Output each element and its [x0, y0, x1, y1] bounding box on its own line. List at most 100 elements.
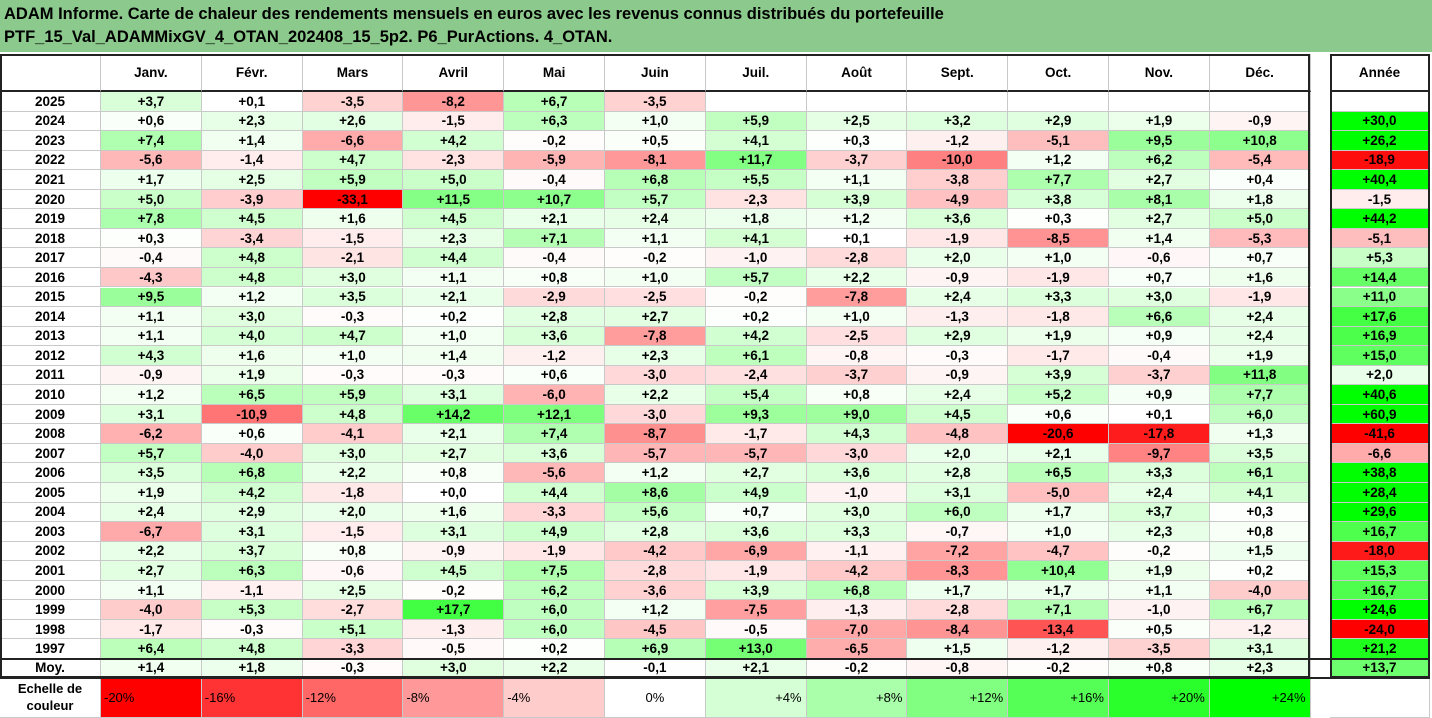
year-label: 2009: [0, 404, 101, 425]
heatmap-cell: +3,7: [201, 541, 303, 562]
heatmap-cell: -1,9: [907, 228, 1009, 249]
heatmap-cell: +4,8: [201, 248, 303, 268]
heatmap-cell: +7,8: [101, 209, 202, 229]
heatmap-cell: +6,7: [1209, 600, 1311, 620]
heatmap-cell: +0,2: [705, 307, 807, 327]
heatmap-cell: +14,2: [403, 404, 505, 425]
heatmap-cell: +1,0: [1008, 522, 1109, 542]
heatmap-cell: +1,1: [1109, 580, 1210, 601]
heatmap-cell: -5,7: [605, 443, 706, 464]
heatmap-cell: -6,2: [101, 424, 202, 444]
heatmap-cell: +2,2: [605, 385, 706, 405]
heatmap-cell: +3,1: [101, 404, 202, 425]
heatmap-cell: +0,9: [1109, 385, 1210, 405]
color-scale-swatch: -20%: [101, 677, 202, 718]
heatmap-cell: +3,0: [302, 443, 404, 464]
average-label: Moy.: [0, 658, 101, 678]
heatmap-cell: +2,7: [1109, 170, 1210, 190]
heatmap-cell: -7,8: [806, 287, 908, 308]
heatmap-cell: +7,1: [504, 228, 605, 249]
heatmap-cell: +0,6: [201, 424, 303, 444]
month-header: Févr.: [201, 54, 303, 92]
heatmap-cell: +0,8: [1209, 522, 1311, 542]
heatmap-cell: -1,7: [101, 619, 202, 640]
heatmap-cell: +1,1: [605, 228, 706, 249]
heatmap-cell: +2,1: [1008, 443, 1109, 464]
heatmap-cell: -1,4: [201, 150, 303, 171]
heatmap-cell: +1,9: [101, 483, 202, 503]
heatmap-cell: +3,1: [403, 385, 505, 405]
heatmap-cell: -8,1: [605, 150, 706, 171]
heatmap-cell: +3,1: [907, 483, 1009, 503]
heatmap-cell: +5,6: [605, 502, 706, 523]
heatmap-cell: +1,3: [1209, 424, 1311, 444]
heatmap-cell: +0,3: [806, 131, 908, 151]
annual-cell: +2,0: [1330, 365, 1430, 386]
heatmap-cell: +0,2: [504, 639, 605, 659]
heatmap-cell: +3,5: [101, 463, 202, 483]
heatmap-cell: +1,0: [302, 346, 404, 366]
heatmap-cell: +3,0: [302, 267, 404, 288]
heatmap-cell: -0,2: [504, 131, 605, 151]
heatmap-cell: -4,0: [1209, 580, 1311, 601]
heatmap-cell: +1,7: [101, 170, 202, 190]
heatmap-cell: +7,4: [101, 131, 202, 151]
year-label: 2014: [0, 307, 101, 327]
heatmap-cell: -1,0: [806, 483, 908, 503]
year-label: 2002: [0, 541, 101, 562]
heatmap-cell: +3,5: [1209, 443, 1311, 464]
heatmap-cell: +4,8: [201, 267, 303, 288]
year-label: 2025: [0, 92, 101, 112]
heatmap-cell: +5,4: [705, 385, 807, 405]
heatmap-cell: +1,2: [1008, 150, 1109, 171]
annual-cell: -41,6: [1330, 424, 1430, 444]
heatmap-cell: +3,1: [1209, 639, 1311, 659]
year-label: 2023: [0, 131, 101, 151]
heatmap-cell: +7,4: [504, 424, 605, 444]
year-label: 2003: [0, 522, 101, 542]
heatmap-cell: +5,1: [302, 619, 404, 640]
annual-cell: +38,8: [1330, 463, 1430, 483]
heatmap-cell: -2,5: [806, 326, 908, 347]
heatmap-cell: +0,7: [1109, 267, 1210, 288]
heatmap-cell: -8,3: [907, 561, 1009, 581]
heatmap-cell: +2,7: [605, 307, 706, 327]
heatmap-cell: -1,9: [504, 541, 605, 562]
heatmap-cell: +2,2: [806, 267, 908, 288]
heatmap-cell: +4,9: [504, 522, 605, 542]
annual-cell: +21,2: [1330, 639, 1430, 659]
heatmap-cell: -3,9: [201, 189, 303, 210]
heatmap-cell: +10,7: [504, 189, 605, 210]
heatmap-cell: [1008, 92, 1109, 112]
heatmap-cell: +4,8: [201, 639, 303, 659]
year-label: 2008: [0, 424, 101, 444]
heatmap-cell: -1,0: [1109, 600, 1210, 620]
heatmap-cell: +6,2: [504, 580, 605, 601]
heatmap-cell: +3,6: [806, 463, 908, 483]
annual-cell: +15,3: [1330, 561, 1430, 581]
color-scale-swatch: -12%: [302, 677, 404, 718]
heatmap-cell: -1,9: [1209, 287, 1311, 308]
color-scale-swatch: +20%: [1109, 677, 1210, 718]
annual-cell: [1330, 92, 1430, 112]
color-scale-label: Echelle de couleur: [0, 677, 101, 718]
heatmap-cell: +2,8: [504, 307, 605, 327]
heatmap-cell: +0,9: [1109, 326, 1210, 347]
heatmap-cell: +6,8: [201, 463, 303, 483]
color-scale-swatch: 0%: [605, 677, 706, 718]
annual-cell: +5,3: [1330, 248, 1430, 268]
heatmap-cell: -0,3: [403, 365, 505, 386]
heatmap-cell: +2,3: [403, 228, 505, 249]
heatmap-cell: +2,3: [605, 346, 706, 366]
heatmap-cell: +8,6: [605, 483, 706, 503]
heatmap-cell: -5,0: [1008, 483, 1109, 503]
heatmap-cell: +1,1: [101, 307, 202, 327]
heatmap-cell: -0,8: [806, 346, 908, 366]
annual-cell: +14,4: [1330, 267, 1430, 288]
heatmap-cell: -1,9: [705, 561, 807, 581]
heatmap-cell: -1,3: [403, 619, 505, 640]
heatmap-cell: +1,2: [605, 463, 706, 483]
year-label: 1998: [0, 619, 101, 640]
heatmap-cell: +4,3: [806, 424, 908, 444]
